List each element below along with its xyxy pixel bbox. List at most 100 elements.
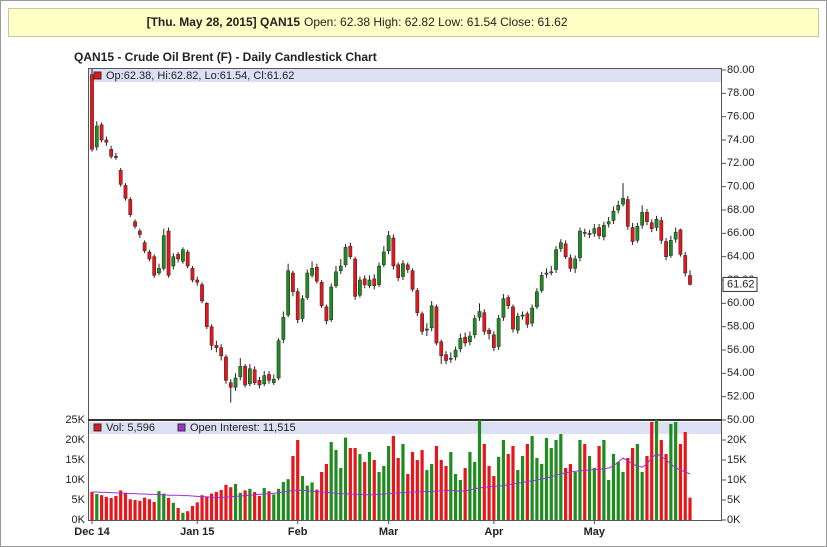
y2-tick-label-left: 5K xyxy=(72,494,86,506)
volume-bar xyxy=(253,492,257,520)
candle-body xyxy=(664,241,668,257)
candle-body xyxy=(487,329,491,334)
candle-body xyxy=(310,268,314,276)
candle-body xyxy=(329,286,334,320)
candle-body xyxy=(123,185,128,199)
candle-body xyxy=(678,229,683,255)
volume-bar xyxy=(320,472,324,520)
volume-bar xyxy=(171,502,175,520)
y2-tick-label-right: 15K xyxy=(727,454,747,466)
candle-body xyxy=(200,284,204,302)
volume-bar xyxy=(391,436,395,520)
volume-legend-bar xyxy=(88,422,722,434)
y-tick-label: 54.00 xyxy=(727,367,755,379)
oi-legend: Open Interest: 11,515 xyxy=(190,422,296,434)
candle-body xyxy=(645,212,649,222)
y2-tick-label-right: 0K xyxy=(727,514,741,526)
y-tick-label: 76.00 xyxy=(727,111,755,123)
volume-bar xyxy=(195,502,199,520)
y-tick-label: 64.00 xyxy=(727,251,755,263)
volume-bar xyxy=(444,466,448,520)
y2-tick-label-left: 10K xyxy=(65,474,85,486)
volume-bar xyxy=(511,446,515,520)
chart-title: QAN15 - Crude Oil Brent (F) - Daily Cand… xyxy=(74,50,377,64)
volume-bar xyxy=(420,450,424,520)
candle-body xyxy=(530,307,534,324)
volume-bar xyxy=(434,446,439,520)
candle-body xyxy=(515,315,520,331)
candle-body xyxy=(386,235,391,252)
volume-bar xyxy=(296,440,300,520)
volume-bar xyxy=(233,484,238,520)
volume-bar xyxy=(678,444,683,520)
volume-bar xyxy=(181,512,185,520)
volume-bar xyxy=(229,487,233,520)
candle-body xyxy=(587,233,592,235)
volume-bar xyxy=(205,496,209,520)
legend-swatch xyxy=(177,423,186,432)
candle-body xyxy=(114,156,118,158)
candle-body xyxy=(94,125,99,148)
volume-bar xyxy=(133,500,137,520)
candle-body xyxy=(348,245,353,257)
candle-body xyxy=(243,366,247,386)
candle-body xyxy=(535,291,539,308)
candle-body xyxy=(640,212,645,226)
candle-body xyxy=(477,311,482,318)
volume-bar xyxy=(439,460,443,520)
y2-tick-label-right: 10K xyxy=(727,474,747,486)
candle-body xyxy=(649,222,654,229)
volume-bar xyxy=(300,476,305,520)
x-tick-label: Mar xyxy=(379,526,399,538)
candle-body xyxy=(611,210,616,221)
candle-body xyxy=(405,264,410,270)
candle-body xyxy=(195,279,200,283)
y2-tick-label-left: 20K xyxy=(65,434,85,446)
candle-body xyxy=(621,198,625,205)
volume-bar xyxy=(516,470,520,520)
volume-bar xyxy=(343,437,348,520)
volume-bar xyxy=(626,458,630,520)
volume-bar xyxy=(109,498,113,520)
volume-bar xyxy=(152,502,156,520)
volume-bar xyxy=(544,438,549,520)
volume-bar xyxy=(248,488,252,520)
volume-bar xyxy=(243,490,247,520)
volume-bar xyxy=(147,499,152,520)
candle-body xyxy=(171,256,176,267)
x-tick-label: May xyxy=(584,526,606,538)
candle-body xyxy=(659,220,664,241)
y-tick-label: 52.00 xyxy=(727,391,755,403)
candle-body xyxy=(630,227,635,242)
candle-body xyxy=(305,272,310,298)
last-price-label: 61.62 xyxy=(727,278,755,290)
volume-bar xyxy=(114,496,118,520)
candle-body xyxy=(358,279,362,296)
candle-body xyxy=(563,243,568,257)
volume-bar xyxy=(453,474,458,520)
volume-bar xyxy=(138,500,142,520)
candle-body xyxy=(281,317,286,340)
candle-body xyxy=(425,328,429,331)
volume-bar xyxy=(166,498,171,520)
y-tick-label: 66.00 xyxy=(727,227,755,239)
volume-bar xyxy=(449,452,453,520)
volume-bar xyxy=(674,422,678,520)
volume-bar xyxy=(214,492,218,520)
candle-body xyxy=(625,199,630,227)
candle-body xyxy=(492,334,496,348)
candle-body xyxy=(334,271,338,287)
candle-body xyxy=(544,272,549,275)
candle-body xyxy=(410,270,415,290)
volume-bar xyxy=(492,476,496,520)
volume-bar xyxy=(200,495,204,520)
volume-bar xyxy=(329,442,333,520)
volume-bar xyxy=(272,494,276,520)
volume-bar xyxy=(396,458,400,520)
volume-bar xyxy=(664,454,668,520)
volume-bar xyxy=(587,456,592,520)
volume-bar xyxy=(520,456,525,520)
candle-body xyxy=(295,291,300,320)
candle-body xyxy=(453,349,458,358)
candle-body xyxy=(372,278,377,287)
